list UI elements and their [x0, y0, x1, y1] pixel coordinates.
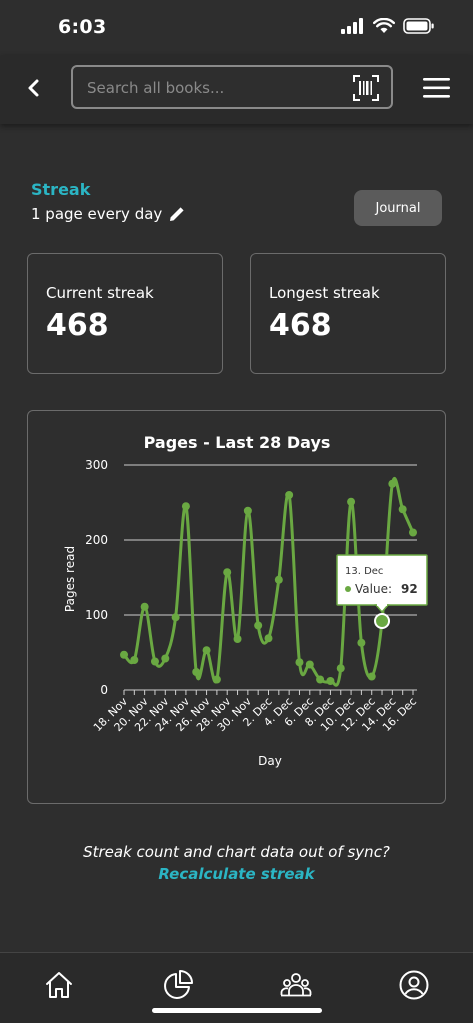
chevron-left-icon — [28, 79, 39, 97]
status-icons — [341, 18, 435, 34]
chart-y-tick-label: 0 — [100, 683, 108, 697]
chart-data-point — [161, 654, 170, 663]
tooltip-series-marker — [345, 586, 351, 592]
chart-data-point — [233, 635, 242, 643]
home-icon — [46, 972, 72, 998]
chart-data-point — [212, 675, 221, 684]
pages-chart-card: Pages - Last 28 Days Pages read Day 0 100… — [27, 410, 446, 804]
sync-warning-text: Streak count and chart data out of sync? — [83, 843, 390, 861]
chart-data-point — [347, 497, 356, 506]
chart-y-axis-label: Pages read — [63, 546, 77, 612]
hamburger-menu-icon — [423, 78, 450, 98]
longest-streak-label: Longest streak — [269, 284, 380, 302]
search-box — [71, 65, 393, 109]
chart-data-point — [130, 656, 139, 664]
chart-data-point — [202, 646, 211, 655]
profile-icon — [399, 970, 429, 1000]
chart-data-point — [120, 650, 128, 659]
chart-title: Pages - Last 28 Days — [144, 433, 331, 452]
chart-x-axis-label: Day — [258, 754, 282, 768]
chart-data-point — [171, 613, 180, 622]
chart-data-point — [274, 575, 283, 584]
chart-data-point — [192, 668, 201, 676]
pencil-icon — [170, 207, 184, 221]
chart-data-point — [336, 664, 345, 673]
chart-y-tick-label: 300 — [85, 458, 108, 472]
status-time: 6:03 — [58, 16, 107, 38]
chart-data-point — [326, 677, 335, 685]
chart-data-point — [305, 660, 314, 669]
chart-data-point — [243, 506, 252, 515]
recalculate-streak-link[interactable]: Recalculate streak — [158, 865, 315, 883]
status-bar: 6:03 — [0, 0, 473, 56]
chart-data-point — [295, 658, 304, 667]
chart-data-point — [409, 528, 417, 537]
chart-data-point — [357, 638, 366, 647]
chart-y-tick-label: 200 — [85, 533, 108, 547]
back-button[interactable] — [22, 74, 46, 102]
nav-community[interactable] — [280, 969, 312, 1001]
top-app-bar — [0, 56, 473, 124]
chart-data-point — [285, 491, 294, 499]
current-streak-card: Current streak 468 — [27, 253, 223, 374]
longest-streak-card: Longest streak 468 — [250, 253, 446, 374]
nav-stats[interactable] — [162, 969, 194, 1001]
chart-data-point — [223, 568, 232, 577]
current-streak-label: Current streak — [46, 284, 154, 302]
stats-pie-icon — [164, 970, 193, 999]
tooltip-value: 92 — [401, 582, 418, 596]
nav-home[interactable] — [43, 969, 75, 1001]
chart-data-point — [181, 502, 190, 511]
chart-data-point-highlighted — [374, 613, 391, 629]
community-icon — [280, 973, 312, 997]
chart-y-tick-label: 100 — [85, 608, 108, 622]
battery-icon — [403, 18, 434, 34]
chart-data-point — [140, 602, 149, 611]
journal-button[interactable]: Journal — [354, 190, 442, 226]
edit-goal-button[interactable] — [168, 205, 186, 223]
cellular-signal-icon — [341, 18, 363, 34]
barcode-scan-button[interactable] — [353, 75, 379, 101]
streak-goal-text: 1 page every day — [31, 205, 163, 223]
tooltip-value-label: Value: — [355, 582, 392, 596]
streak-goal-row: 1 page every day — [31, 205, 186, 223]
chart-data-point — [254, 621, 263, 630]
chart-data-point — [150, 657, 159, 666]
tooltip-date: 13. Dec — [345, 566, 383, 577]
chart-data-point — [264, 634, 273, 643]
menu-button[interactable] — [422, 75, 452, 101]
chart-data-point — [316, 675, 325, 684]
longest-streak-value: 468 — [269, 308, 332, 343]
chart-tooltip: 13. Dec Value: 92 — [336, 554, 428, 614]
home-indicator — [152, 1008, 322, 1013]
current-streak-value: 468 — [46, 308, 109, 343]
chart-data-point — [398, 505, 407, 514]
barcode-scan-icon — [353, 75, 379, 101]
search-input[interactable] — [87, 76, 337, 100]
chart-data-point — [367, 672, 376, 681]
chart-data-point — [388, 479, 397, 488]
streak-title: Streak — [31, 180, 91, 199]
nav-profile[interactable] — [398, 969, 430, 1001]
pages-line-chart[interactable]: Pages - Last 28 Days Pages read Day 0 100… — [28, 411, 447, 805]
wifi-icon — [373, 18, 395, 33]
